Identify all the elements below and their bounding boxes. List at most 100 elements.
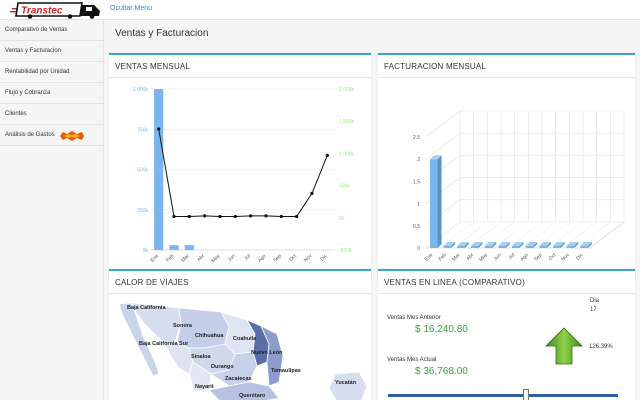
point-ventas-anterior[interactable]: [233, 214, 237, 219]
bar-facturacion-top: [498, 242, 510, 246]
x-tick-label: Sep: [533, 252, 544, 263]
y-left-tick-label: 1 000k: [133, 87, 149, 93]
bar-ventas-actual[interactable]: [154, 89, 164, 250]
facturacion-mensual-chart[interactable]: 0 0.5 1 1.5 2 2.5 Ene Feb Mar Abr May Jun Jul Ago Sep O…: [378, 79, 635, 284]
x-tick-label: Abr: [196, 253, 206, 263]
y-right-tick-label: -500k: [339, 248, 352, 254]
panel-divider: [378, 293, 635, 294]
logo-text: Transtec: [21, 6, 63, 17]
sidebar-item-analisis-gastos[interactable]: Análisis de Gastos: [0, 125, 103, 146]
sidebar-item-comparativo-ventas[interactable]: Comparativo de Ventas: [0, 20, 103, 41]
bar-ventas-actual[interactable]: [169, 245, 179, 250]
map-label: Tamaulipas: [271, 368, 301, 374]
map-label: Sinaloa: [191, 354, 212, 360]
bar-facturacion[interactable]: [512, 246, 520, 248]
bar-facturacion[interactable]: [566, 246, 575, 248]
map-label: Querétaro: [239, 393, 266, 399]
x-tick-label: Ene: [150, 253, 161, 264]
bar-facturacion[interactable]: [553, 246, 561, 248]
bar-facturacion[interactable]: [457, 246, 465, 248]
y-left-tick-label: 0k: [143, 248, 149, 254]
sales-slider-track[interactable]: [388, 394, 618, 397]
bar-facturacion[interactable]: [580, 246, 588, 248]
page-title: Ventas y Facturacion: [115, 28, 209, 39]
bar-facturacion-side: [478, 242, 483, 248]
sidebar-item-flujo-cobranza[interactable]: Flujo y Cobranza: [0, 83, 103, 104]
panel-divider: [109, 293, 371, 294]
sidebar-item-label: Rentabilidad por Unidad: [5, 69, 70, 75]
bar-facturacion-side: [492, 242, 497, 248]
point-ventas-anterior[interactable]: [249, 214, 253, 218]
bar-facturacion[interactable]: [443, 246, 452, 248]
y-left-tick-label: 750k: [137, 127, 148, 133]
bar-facturacion-side: [574, 242, 579, 248]
prev-month-value: $ 16,240.80: [415, 324, 468, 335]
point-ventas-anterior[interactable]: [310, 191, 314, 195]
calor-viajes-panel: CALOR DE VIAJES: [109, 269, 371, 400]
x-tick-label: Ene: [424, 252, 435, 263]
bar-facturacion[interactable]: [471, 246, 479, 248]
percent-value: 126.39%: [589, 344, 613, 350]
bar-facturacion-top: [512, 242, 524, 246]
x-tick-label: Oct: [288, 253, 298, 263]
prev-month-label: Ventas Mes Anterior: [387, 315, 441, 321]
map-label: Sonora: [173, 323, 193, 329]
ventas-mensual-chart[interactable]: 0k 250k 500k 750k 1 000k -500k 0k 500k 1 000k 1 5…: [109, 79, 371, 284]
bar-facturacion-side: [451, 242, 456, 248]
map-region-centro[interactable]: [208, 381, 280, 400]
point-ventas-anterior[interactable]: [187, 214, 191, 219]
grid-line: [494, 221, 529, 249]
point-ventas-anterior[interactable]: [203, 214, 207, 218]
bar-facturacion-side: [546, 242, 551, 248]
x-tick-label: May: [478, 252, 489, 263]
point-ventas-anterior[interactable]: [264, 214, 268, 218]
panel-divider: [378, 77, 635, 78]
sidebar-item-label: Flujo y Cobranza: [5, 90, 51, 96]
map-region-baja-california[interactable]: [118, 302, 160, 377]
sidebar-item-clientes[interactable]: Clientes: [0, 104, 103, 125]
bar-facturacion-side: [437, 155, 442, 248]
logo-icon[interactable]: Transtec: [10, 1, 102, 19]
x-tick-label: Nov: [303, 253, 314, 264]
bar-facturacion[interactable]: [539, 246, 547, 248]
bar-facturacion[interactable]: [484, 246, 493, 248]
sidebar-item-rentabilidad[interactable]: Rentabilidad por Unidad: [0, 62, 103, 83]
point-ventas-anterior[interactable]: [295, 214, 299, 219]
y-right-tick-label: 500k: [339, 184, 350, 190]
current-month-value: $ 36,768.00: [415, 366, 468, 377]
mexico-heat-map[interactable]: Baja California Sonora Chihuahua Baja Ca…: [109, 294, 371, 400]
bar-facturacion[interactable]: [498, 246, 506, 248]
point-ventas-anterior[interactable]: [218, 214, 222, 219]
grid-line: [507, 221, 543, 249]
y-tick-label: 1: [417, 202, 420, 208]
map-region-nayarit[interactable]: [188, 361, 212, 393]
x-tick-label: Sep: [272, 253, 283, 264]
point-ventas-anterior[interactable]: [325, 153, 329, 157]
y-right-tick-label: 2 000k: [339, 87, 355, 93]
point-ventas-anterior[interactable]: [172, 214, 176, 219]
hide-menu-link[interactable]: Ocultar Menu: [110, 5, 153, 12]
x-tick-label: Feb: [165, 253, 175, 263]
panel-title: FACTURACION MENSUAL: [384, 62, 487, 71]
map-region-tamaulipas[interactable]: [260, 325, 284, 387]
bar-facturacion[interactable]: [430, 159, 438, 248]
sidebar-item-ventas-facturacion[interactable]: Ventas y Facturacion: [0, 41, 103, 62]
y-tick-label: 1.5: [413, 179, 420, 185]
point-ventas-anterior[interactable]: [279, 214, 283, 219]
sales-slider-handle[interactable]: [523, 389, 529, 400]
bar-facturacion-side: [587, 242, 592, 248]
map-region-yucatan[interactable]: [328, 371, 368, 400]
sidebar-item-label: Análisis de Gastos: [5, 132, 55, 138]
grid-line: [548, 221, 584, 249]
map-label: Durango: [211, 364, 234, 370]
bar-ventas-actual[interactable]: [184, 245, 194, 250]
bar-facturacion-top: [539, 242, 551, 246]
sidebar-item-label: Clientes: [5, 111, 27, 117]
bar-facturacion-top: [471, 242, 483, 246]
y-left-tick-label: 500k: [137, 168, 148, 174]
map-labels: Baja California Sonora Chihuahua Baja Ca…: [127, 305, 357, 399]
y-tick-label: 0.5: [413, 224, 420, 230]
point-ventas-anterior[interactable]: [157, 127, 161, 131]
grid-line: [535, 221, 570, 249]
bar-facturacion[interactable]: [525, 246, 534, 248]
